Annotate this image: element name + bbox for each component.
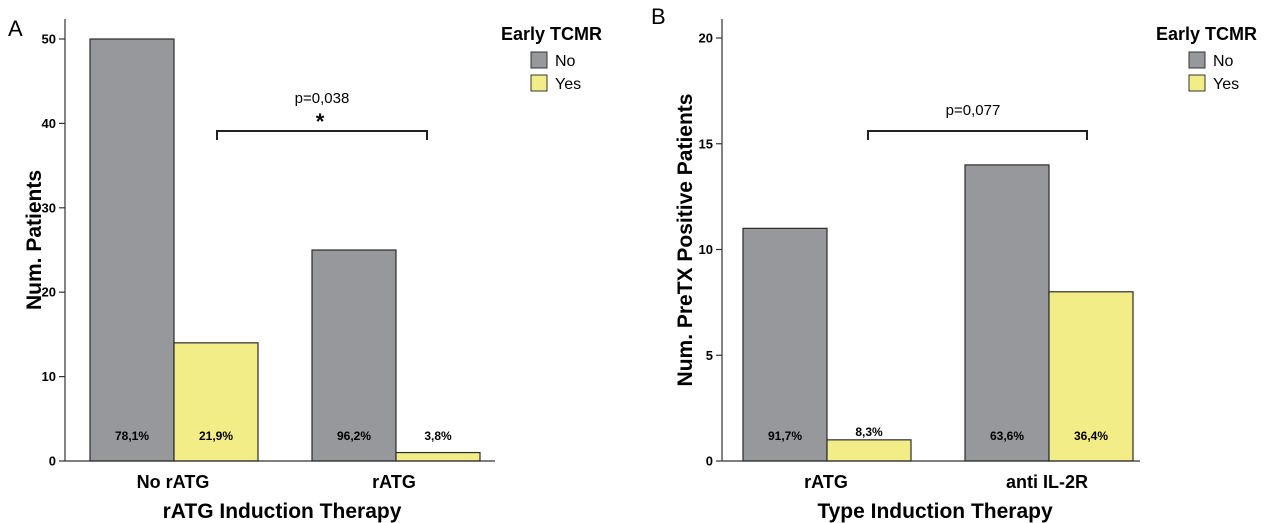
panel-b-x-tick-label: anti IL-2R: [1006, 472, 1088, 492]
panel-a-p-value: p=0,038: [295, 90, 350, 107]
panel-b-percent-label: 91,7%: [768, 429, 802, 443]
panel-b-y-tick-label: 10: [699, 242, 713, 257]
panel-a-bar-no: [89, 38, 175, 462]
panel-a-legend: Early TCMR No Yes: [501, 24, 602, 93]
panel-a-x-tick-label: No rATG: [137, 472, 210, 492]
panel-a-x-tick-label: rATG: [372, 472, 416, 492]
panel-b-bar-no: [964, 164, 1050, 462]
panel-a-bar-yes: [395, 451, 481, 462]
panel-b-y-tick-label: 5: [706, 348, 713, 363]
panel-a-x-axis-title: rATG Induction Therapy: [163, 500, 402, 523]
panel-a-bar-yes: [173, 342, 259, 462]
panel-a-significance-star: *: [316, 109, 325, 134]
panel-b-y-tick-label: 20: [699, 31, 713, 46]
panel-a-legend-label-no: No: [555, 53, 576, 70]
panel-b-percent-label: 63,6%: [990, 429, 1024, 443]
panel-b-y-tick-label: 0: [706, 454, 713, 469]
panel-a-bracket-line: [216, 130, 428, 140]
panel-b-bar-yes: [1048, 291, 1134, 462]
panel-a-y-tick-label: 10: [42, 369, 56, 384]
panel-a-bar-no: [311, 249, 397, 462]
panel-a-legend-label-yes: Yes: [555, 76, 581, 93]
panel-b-y-ticks: 0 5 10 15 20: [699, 31, 722, 469]
panel-a-percent-label: 78,1%: [115, 429, 149, 443]
panel-b-percent-labels: 91,7% 8,3% 63,6% 36,4%: [768, 425, 1108, 443]
panel-b-letter: B: [651, 4, 666, 29]
panel-b-y-axis-title: Num. PreTX Positive Patients: [674, 94, 697, 387]
panel-a-legend-title: Early TCMR: [501, 24, 602, 44]
panel-b-percent-label: 8,3%: [855, 425, 883, 439]
panel-a-y-tick-label: 0: [49, 454, 56, 469]
panel-b-bar-no: [742, 227, 828, 462]
panel-b-p-value: p=0,077: [946, 102, 1001, 119]
panel-b-legend-title: Early TCMR: [1156, 24, 1257, 44]
panel-b-legend-label-yes: Yes: [1213, 76, 1239, 93]
panel-a-letter: A: [8, 16, 23, 41]
panel-a-legend-swatch-no: [530, 51, 548, 69]
panel-a-percent-label: 21,9%: [199, 429, 233, 443]
panel-a-percent-label: 96,2%: [337, 429, 371, 443]
panel-b-bar-yes: [826, 439, 912, 462]
panel-a-y-tick-label: 30: [42, 200, 56, 215]
panel-b-x-tick-label: rATG: [804, 472, 848, 492]
panel-b-y-tick-label: 15: [699, 136, 713, 151]
panel-b-percent-label: 36,4%: [1074, 429, 1108, 443]
panel-b-legend-swatch-no: [1188, 51, 1206, 69]
panel-b-legend-swatch-yes: [1188, 74, 1206, 92]
panel-b: B Num. PreTX Positive Patients 05101520 …: [651, 4, 1257, 523]
panel-a-y-tick-label: 20: [42, 285, 56, 300]
panel-a-percent-labels: 78,1% 21,9% 96,2% 3,8%: [115, 429, 452, 443]
panel-a-bars: [89, 38, 481, 462]
panel-b-x-axis-title: Type Induction Therapy: [817, 500, 1053, 523]
panel-a: A Num. Patients 0 10 20 30 40 50 78,1% 21,9% 96…: [8, 16, 602, 523]
panel-a-y-tick-label: 40: [42, 116, 56, 131]
panel-b-bars: [742, 164, 1134, 462]
panel-a-y-tick-label: 50: [42, 32, 56, 47]
panel-b-bracket-line: [867, 130, 1088, 140]
panel-a-percent-label: 3,8%: [424, 429, 452, 443]
panel-b-significance-bracket: p=0,077: [867, 102, 1088, 140]
panel-a-legend-swatch-yes: [530, 74, 548, 92]
panel-b-legend-label-no: No: [1213, 53, 1234, 70]
panel-a-significance-bracket: p=0,038 *: [216, 90, 428, 140]
panel-a-y-ticks: 0 10 20 30 40 50: [42, 32, 65, 469]
panel-a-y-axis-title: Num. Patients: [23, 170, 46, 310]
panel-b-legend: Early TCMR No Yes: [1156, 24, 1257, 93]
